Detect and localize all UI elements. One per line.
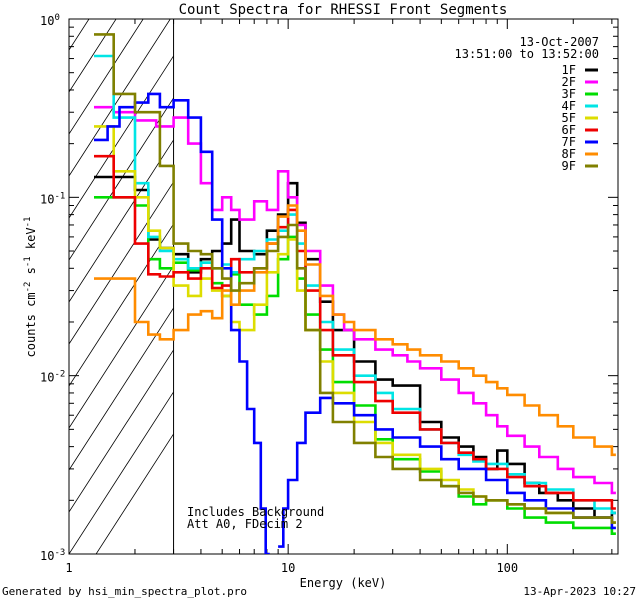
attenuator-hatch-region bbox=[69, 0, 174, 554]
axis-tick-labels: 1 10 100 100 10-1 10-2 10-3 bbox=[40, 13, 518, 575]
footer-timestamp: 13-Apr-2023 10:27 bbox=[523, 585, 636, 598]
chart-title: Count Spectra for RHESSI Front Segments bbox=[179, 2, 508, 18]
series-lines bbox=[94, 33, 616, 554]
legend-label-8f: 8F bbox=[562, 147, 576, 161]
y-axis-label: counts cm-2 s-1 keV-1 bbox=[23, 217, 38, 358]
x-axis-label: Energy (keV) bbox=[300, 576, 387, 590]
hatch-line bbox=[69, 265, 174, 429]
legend-label-4f: 4F bbox=[562, 99, 576, 113]
x-tick-label: 100 bbox=[496, 561, 518, 575]
hatch-line bbox=[69, 349, 174, 513]
axis-ticks bbox=[68, 18, 618, 555]
legend-label-6f: 6F bbox=[562, 123, 576, 137]
series-7f-tail-line bbox=[278, 396, 616, 548]
y-tick-label: 10-3 bbox=[40, 548, 65, 563]
legend-label-5f: 5F bbox=[562, 111, 576, 125]
date-label: 13-Oct-2007 bbox=[520, 35, 599, 49]
y-tick-label: 10-2 bbox=[40, 370, 65, 385]
hatch-line bbox=[69, 139, 174, 303]
x-tick-label: 10 bbox=[281, 561, 295, 575]
hatch-line bbox=[69, 0, 174, 8]
legend-label-7f: 7F bbox=[562, 135, 576, 149]
note-attenuator: Att A0, FDecim 2 bbox=[187, 517, 303, 531]
series-9f-line bbox=[94, 33, 616, 524]
series-7f-line bbox=[94, 92, 270, 554]
hatch-line bbox=[69, 223, 174, 387]
time-range-label: 13:51:00 to 13:52:00 bbox=[455, 47, 600, 61]
footer-generator: Generated by hsi_min_spectra_plot.pro bbox=[2, 585, 247, 598]
hatch-line bbox=[69, 19, 144, 135]
series-8f-line bbox=[94, 204, 616, 457]
hatch-line bbox=[95, 433, 174, 554]
legend-label-1f: 1F bbox=[562, 63, 576, 77]
legend-label-9f: 9F bbox=[562, 159, 576, 173]
plot-frame bbox=[68, 18, 619, 555]
legend-label-2f: 2F bbox=[562, 75, 576, 89]
x-tick-label: 1 bbox=[65, 561, 72, 575]
note-background: Includes Background bbox=[187, 505, 324, 519]
hatch-line bbox=[69, 391, 174, 554]
series-1f-line bbox=[94, 175, 616, 519]
hatch-line bbox=[69, 55, 174, 219]
hatch-line bbox=[69, 19, 117, 93]
series-4f-line bbox=[94, 54, 616, 515]
hatch-line bbox=[69, 181, 174, 345]
hatch-line bbox=[69, 307, 174, 471]
legend-label-3f: 3F bbox=[562, 87, 576, 101]
y-tick-label: 100 bbox=[40, 13, 60, 28]
series-6f-line bbox=[94, 154, 616, 510]
hatch-line bbox=[69, 19, 90, 51]
y-tick-label: 10-1 bbox=[40, 191, 65, 206]
